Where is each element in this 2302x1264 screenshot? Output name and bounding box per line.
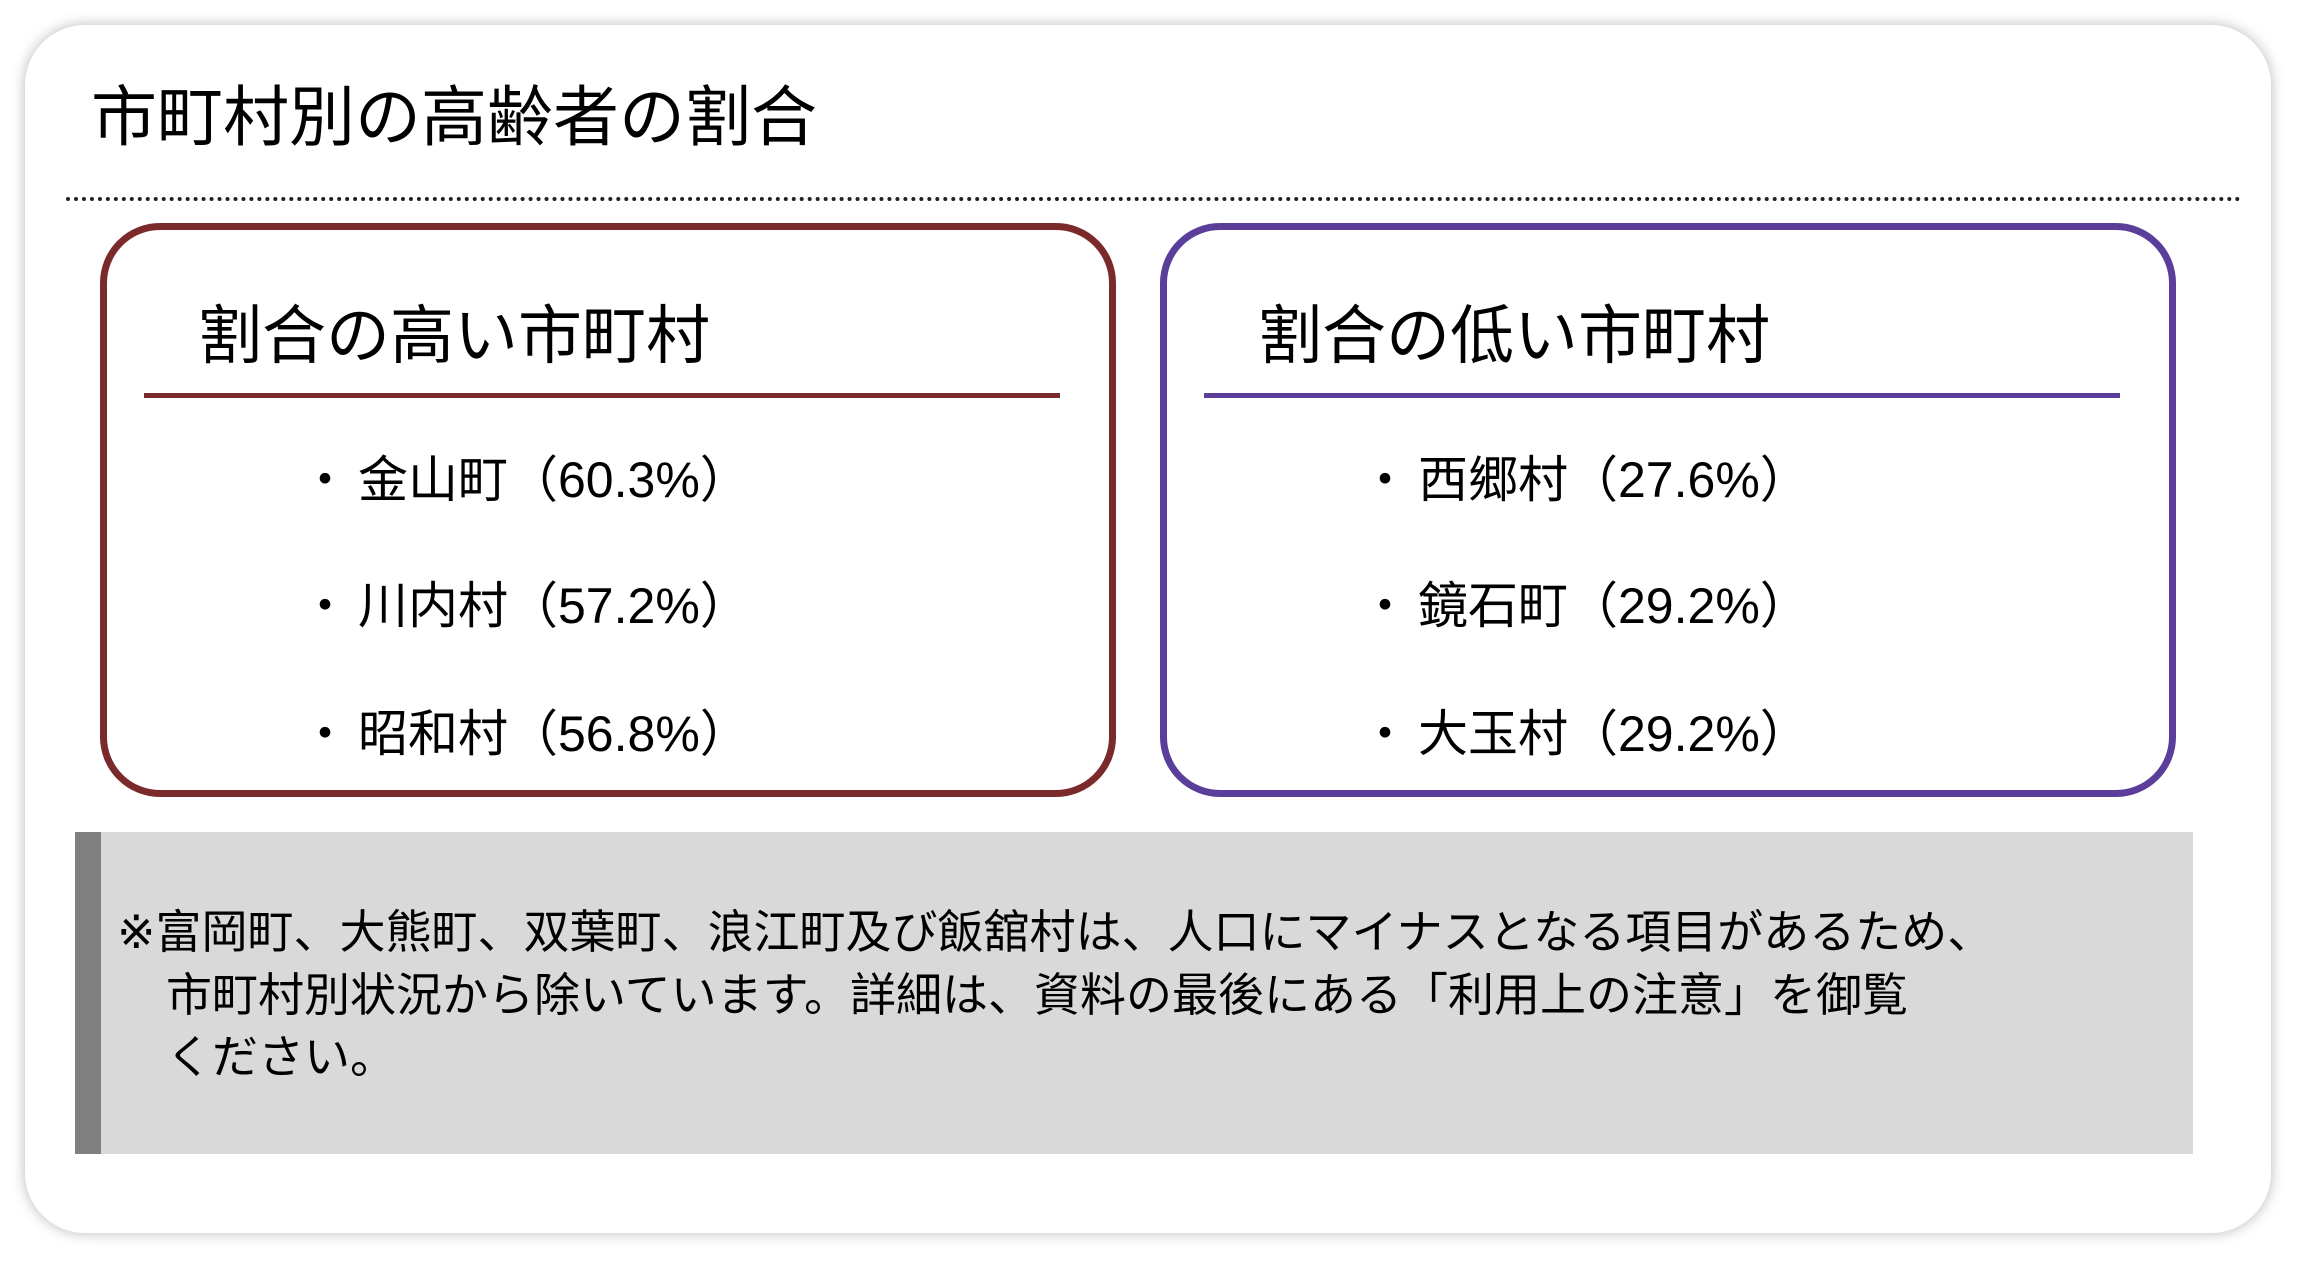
high-ratio-panel: 割合の高い市町村 ・金山町（60.3%） ・川内村（57.2%） ・昭和村（56… — [100, 223, 1116, 797]
ratio-value: （60.3%） — [508, 452, 750, 508]
high-ratio-heading: 割合の高い市町村 — [198, 300, 710, 372]
ratio-value: （56.8%） — [508, 706, 750, 762]
low-ratio-heading: 割合の低い市町村 — [1258, 300, 1770, 372]
bullet-icon: ・ — [300, 706, 350, 762]
bullet-icon: ・ — [1360, 706, 1410, 762]
page-title: 市町村別の高齢者の割合 — [91, 80, 817, 154]
ratio-value: （57.2%） — [508, 578, 750, 634]
slide-card: 市町村別の高齢者の割合 割合の高い市町村 ・金山町（60.3%） ・川内村（57… — [25, 25, 2271, 1233]
list-item: ・川内村（57.2%） — [300, 576, 750, 636]
bullet-icon: ・ — [300, 452, 350, 508]
municipality-name: 昭和村 — [358, 706, 508, 762]
ratio-value: （27.6%） — [1568, 452, 1810, 508]
list-item: ・金山町（60.3%） — [300, 450, 750, 510]
ratio-value: （29.2%） — [1568, 578, 1810, 634]
municipality-name: 金山町 — [358, 452, 508, 508]
low-ratio-panel: 割合の低い市町村 ・西郷村（27.6%） ・鏡石町（29.2%） ・大玉村（29… — [1160, 223, 2176, 797]
bullet-icon: ・ — [1360, 452, 1410, 508]
municipality-name: 西郷村 — [1418, 452, 1568, 508]
list-item: ・大玉村（29.2%） — [1360, 704, 1810, 764]
list-item: ・西郷村（27.6%） — [1360, 450, 1810, 510]
note-accent-bar — [75, 832, 101, 1154]
municipality-name: 大玉村 — [1418, 706, 1568, 762]
note-text-line: ※富岡町、大熊町、双葉町、浪江町及び飯舘村は、人口にマイナスとなる項目があるため… — [117, 906, 1994, 958]
ratio-value: （29.2%） — [1568, 706, 1810, 762]
low-ratio-underline — [1204, 393, 2120, 398]
bullet-icon: ・ — [300, 578, 350, 634]
municipality-name: 鏡石町 — [1418, 578, 1568, 634]
bullet-icon: ・ — [1360, 578, 1410, 634]
list-item: ・鏡石町（29.2%） — [1360, 576, 1810, 636]
high-ratio-underline — [144, 393, 1060, 398]
municipality-name: 川内村 — [358, 578, 508, 634]
list-item: ・昭和村（56.8%） — [300, 704, 750, 764]
dotted-divider — [66, 197, 2242, 201]
note-text-line: ください。 — [166, 1031, 396, 1083]
note-box: ※富岡町、大熊町、双葉町、浪江町及び飯舘村は、人口にマイナスとなる項目があるため… — [75, 832, 2193, 1154]
note-text-line: 市町村別状況から除いています。詳細は、資料の最後にある「利用上の注意」を御覧 — [166, 969, 1909, 1021]
